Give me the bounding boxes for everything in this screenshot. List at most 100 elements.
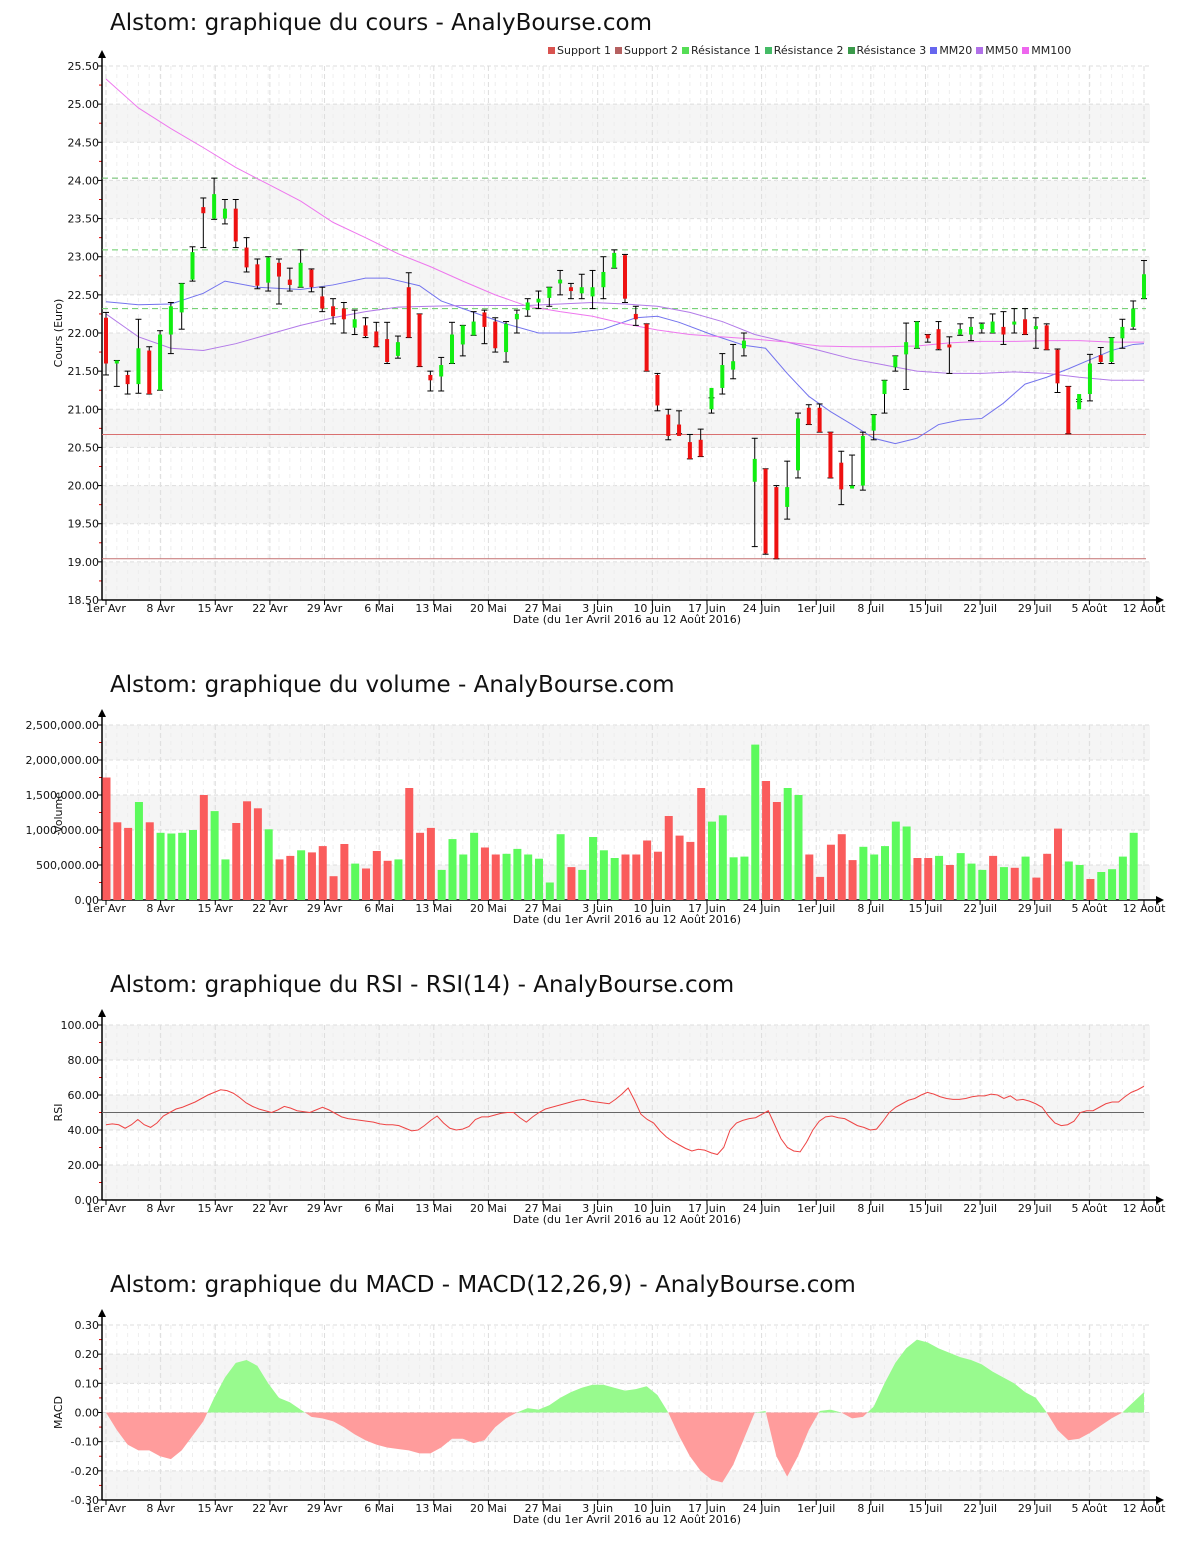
x-tick-label: 24 Juin [743, 1502, 781, 1515]
legend-label: Support 2 [623, 44, 678, 57]
candle-body [612, 252, 617, 269]
candle-body [731, 361, 736, 370]
candle-body [1142, 274, 1146, 299]
candlestick [146, 346, 153, 395]
volume-bar [1118, 856, 1127, 900]
y-tick-label: -0.30 [71, 1494, 99, 1507]
candlestick [449, 321, 455, 365]
candle-body [406, 287, 411, 338]
volume-bar [113, 822, 122, 900]
grid-band [102, 104, 1150, 143]
volume-bar [1032, 877, 1041, 900]
volume-bar [297, 850, 306, 900]
y-tick-label: 1,000,000.00 [26, 824, 99, 837]
macd-y-axis-label: MACD [52, 1396, 65, 1429]
candle-body [871, 414, 876, 431]
y-tick-label: 2,000,000.00 [26, 754, 99, 767]
x-tick-label: 6 Mai [364, 902, 394, 915]
candlestick [265, 256, 272, 292]
candlestick [557, 269, 564, 296]
volume-bar [837, 834, 846, 900]
candle-body [1012, 321, 1017, 325]
candlestick [113, 359, 120, 387]
candlestick [232, 199, 239, 249]
grid-band [102, 1025, 1150, 1060]
x-tick-label: 3 Juin [582, 1502, 613, 1515]
candlestick [340, 301, 347, 334]
y-tick-label: 0.30 [75, 1319, 100, 1332]
candle-body [428, 374, 433, 381]
candlestick [1043, 323, 1050, 351]
volume-bar [178, 832, 187, 900]
candlestick [762, 468, 769, 555]
candlestick [600, 256, 607, 300]
price-chart-title: Alstom: graphique du cours - AnalyBourse… [110, 10, 653, 36]
volume-bar [329, 876, 338, 900]
volume-bar [881, 846, 889, 900]
volume-bar [610, 858, 619, 900]
volume-bar [697, 788, 706, 900]
candle-body [309, 269, 314, 288]
x-tick-label: 17 Juin [688, 602, 726, 615]
volume-bar [1021, 856, 1030, 900]
legend-label: MM100 [1031, 44, 1072, 57]
candle-body [925, 334, 930, 339]
candlestick [665, 408, 672, 441]
candlestick [892, 355, 899, 372]
y-tick-label: 21.00 [68, 403, 100, 416]
candle-body [860, 435, 865, 486]
x-tick-label: 12 Août [1123, 902, 1167, 915]
rsi-line [105, 1085, 1145, 1156]
candlestick [503, 321, 510, 363]
candle-body [914, 321, 919, 349]
candle-body [633, 313, 638, 320]
candlestick [989, 313, 996, 334]
x-tick-label: 13 Mai [415, 1502, 452, 1515]
macd-chart: -0.30 -0.20 -0.10 0.00 0.10 0.20 0.30 1er Avr 8 … [52, 1309, 1166, 1526]
volume-bar [307, 852, 316, 900]
candlestick [546, 286, 553, 307]
candlestick [881, 379, 888, 414]
x-tick-label: 29 Avr [307, 1502, 343, 1515]
candlestick [124, 370, 131, 395]
volume-bar [945, 865, 954, 900]
legend-label: Support 1 [557, 44, 611, 57]
candlestick [1011, 308, 1018, 334]
y-tick-label: 22.50 [68, 289, 100, 302]
volume-bar [1064, 861, 1073, 900]
x-tick-label: 5 Août [1071, 1202, 1108, 1215]
y-tick-label: 0.20 [75, 1348, 100, 1361]
y-tick-label: 0.00 [75, 1194, 100, 1207]
candlestick [870, 414, 877, 441]
volume-bar [956, 853, 965, 900]
legend-item: Support 1 [548, 44, 611, 57]
x-axis-label: Date (du 1er Avril 2016 au 12 Août 2016) [513, 1513, 741, 1526]
x-tick-label: 22 Juil [963, 902, 997, 915]
legend-label: Résistance 3 [856, 44, 927, 57]
candle-body [298, 262, 303, 288]
volume-bar [1086, 879, 1095, 900]
volume-bar [891, 821, 900, 900]
candle-body [374, 331, 379, 347]
legend-item: Résistance 1 [681, 44, 761, 57]
x-tick-label: 5 Août [1071, 902, 1108, 915]
candlestick [589, 269, 596, 310]
x-tick-label: 15 Avr [198, 1202, 234, 1215]
candlestick [805, 404, 812, 426]
candle-body [450, 334, 454, 364]
volume-bar [967, 863, 976, 900]
volume-bar [870, 854, 879, 900]
candle-body [979, 323, 984, 330]
candle-body [331, 306, 336, 317]
macd-negative-area [304, 1412, 517, 1454]
volume-bar [589, 837, 598, 900]
volume-bar [199, 795, 208, 900]
candlestick [1141, 260, 1147, 300]
candle-body [158, 334, 163, 391]
macd-positive-area [516, 1384, 669, 1413]
volume-bar [902, 826, 911, 900]
candle-body [698, 439, 703, 457]
candle-body [579, 287, 584, 294]
x-tick-label: 10 Juin [633, 1502, 671, 1515]
candlestick [211, 177, 218, 220]
